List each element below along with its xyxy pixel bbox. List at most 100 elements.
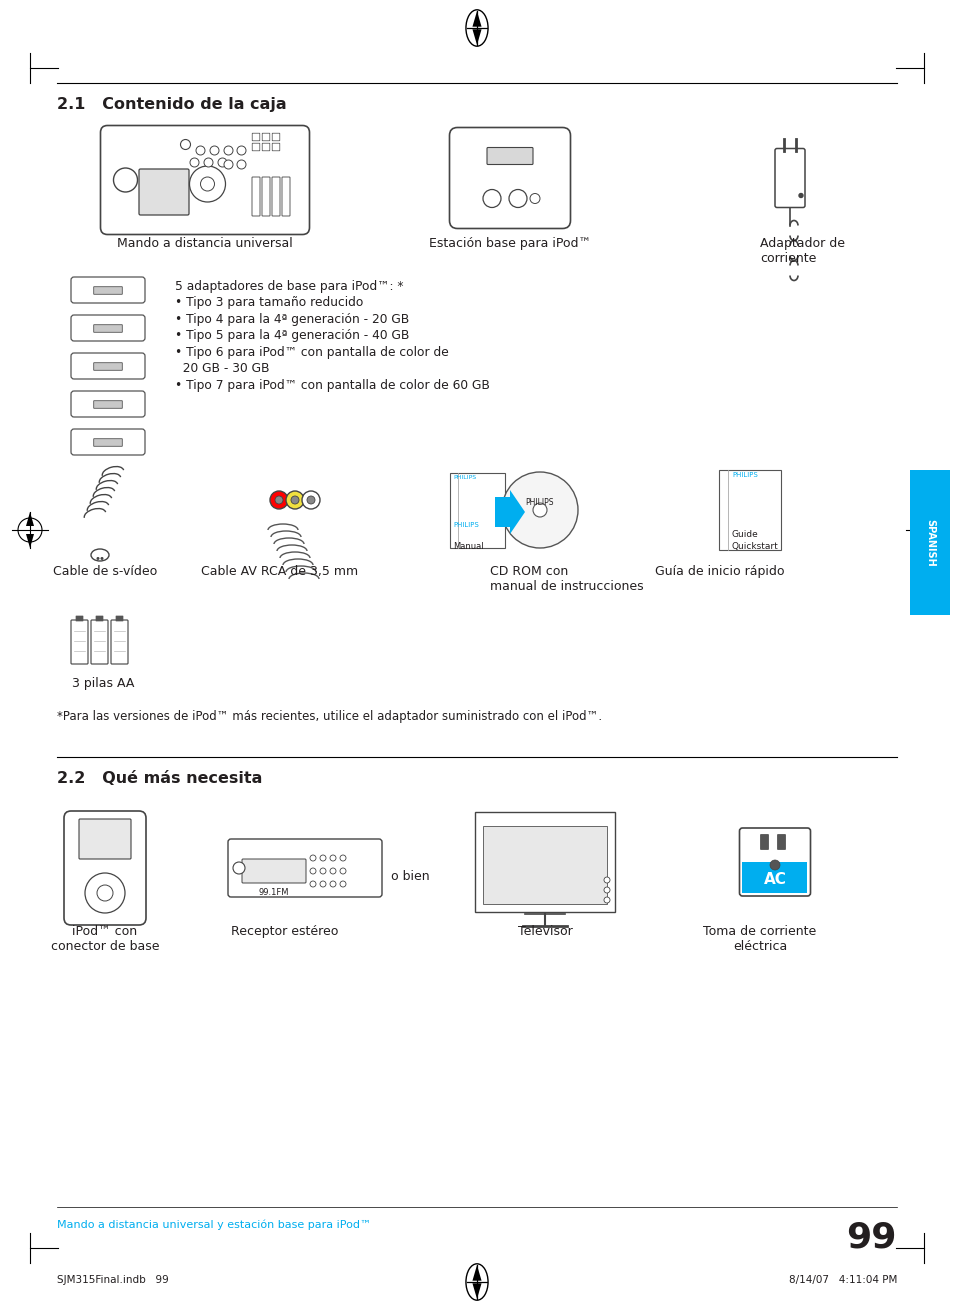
Text: Televisor: Televisor [517, 925, 572, 938]
FancyBboxPatch shape [116, 616, 123, 622]
FancyBboxPatch shape [111, 620, 128, 664]
FancyBboxPatch shape [262, 177, 270, 215]
Circle shape [319, 880, 326, 887]
Circle shape [236, 160, 246, 170]
Text: Receptor estéreo: Receptor estéreo [231, 925, 338, 938]
FancyBboxPatch shape [242, 859, 306, 883]
Text: Guide: Guide [731, 530, 758, 539]
Circle shape [236, 146, 246, 155]
Polygon shape [472, 29, 481, 45]
Text: Mando a distancia universal: Mando a distancia universal [117, 237, 293, 250]
FancyBboxPatch shape [739, 828, 810, 896]
Text: Toma de corriente
eléctrica: Toma de corriente eléctrica [702, 925, 816, 953]
FancyBboxPatch shape [76, 616, 83, 622]
FancyBboxPatch shape [272, 143, 279, 151]
Circle shape [270, 491, 288, 509]
Text: o bien: o bien [391, 870, 429, 883]
Circle shape [302, 491, 319, 509]
FancyBboxPatch shape [486, 147, 533, 164]
Text: SPANISH: SPANISH [924, 519, 934, 566]
FancyBboxPatch shape [91, 620, 108, 664]
Text: AC: AC [762, 872, 785, 887]
Text: PHILIPS: PHILIPS [731, 472, 757, 478]
Ellipse shape [91, 549, 109, 561]
Circle shape [97, 886, 112, 901]
FancyBboxPatch shape [79, 819, 131, 859]
Circle shape [195, 146, 205, 155]
Polygon shape [495, 490, 524, 533]
FancyBboxPatch shape [262, 133, 270, 141]
Circle shape [190, 166, 225, 202]
Text: 5 adaptadores de base para iPod™: *: 5 adaptadores de base para iPod™: * [174, 280, 403, 293]
Text: Quickstart: Quickstart [731, 541, 778, 551]
Text: Mando a distancia universal y estación base para iPod™: Mando a distancia universal y estación b… [57, 1219, 371, 1230]
FancyBboxPatch shape [71, 620, 88, 664]
Circle shape [330, 869, 335, 874]
Polygon shape [919, 533, 927, 548]
Text: • Tipo 5 para la 4ª generación - 40 GB: • Tipo 5 para la 4ª generación - 40 GB [174, 330, 409, 343]
Circle shape [204, 158, 213, 167]
Circle shape [603, 876, 609, 883]
FancyBboxPatch shape [719, 470, 781, 551]
Text: Manual: Manual [453, 543, 483, 552]
FancyBboxPatch shape [482, 827, 606, 904]
Circle shape [319, 855, 326, 861]
Text: CD ROM con
manual de instrucciones: CD ROM con manual de instrucciones [490, 565, 643, 593]
Text: 20 GB - 30 GB: 20 GB - 30 GB [174, 363, 269, 376]
FancyBboxPatch shape [93, 439, 122, 447]
FancyBboxPatch shape [909, 470, 949, 615]
FancyBboxPatch shape [449, 127, 570, 229]
FancyBboxPatch shape [93, 286, 122, 294]
Text: iPod™ con
conector de base: iPod™ con conector de base [51, 925, 159, 953]
Circle shape [291, 495, 298, 505]
Text: SJM315Final.indb   99: SJM315Final.indb 99 [57, 1275, 169, 1285]
Circle shape [190, 158, 199, 167]
Circle shape [339, 855, 346, 861]
FancyBboxPatch shape [475, 812, 615, 912]
FancyBboxPatch shape [96, 616, 103, 622]
FancyBboxPatch shape [71, 353, 145, 378]
Circle shape [319, 869, 326, 874]
Polygon shape [26, 533, 34, 548]
Text: • Tipo 3 para tamaño reducido: • Tipo 3 para tamaño reducido [174, 297, 363, 310]
Circle shape [307, 495, 314, 505]
Text: 2.1   Contenido de la caja: 2.1 Contenido de la caja [57, 97, 286, 112]
Text: Guía de inicio rápido: Guía de inicio rápido [655, 565, 784, 578]
Polygon shape [472, 1284, 481, 1300]
Circle shape [509, 189, 526, 208]
FancyBboxPatch shape [71, 277, 145, 304]
Text: PHILIPS: PHILIPS [453, 476, 476, 481]
FancyBboxPatch shape [93, 325, 122, 332]
FancyBboxPatch shape [93, 363, 122, 371]
Text: Cable de s-vídeo: Cable de s-vídeo [52, 565, 157, 578]
Text: 2.2   Qué más necesita: 2.2 Qué más necesita [57, 771, 262, 786]
Circle shape [233, 862, 245, 874]
FancyBboxPatch shape [71, 315, 145, 342]
Circle shape [501, 472, 578, 548]
FancyBboxPatch shape [139, 170, 189, 215]
FancyBboxPatch shape [71, 392, 145, 417]
Text: PHILIPS: PHILIPS [525, 498, 554, 507]
Circle shape [224, 146, 233, 155]
Text: *Para las versiones de iPod™ más recientes, utilice el adaptador suministrado co: *Para las versiones de iPod™ más recient… [57, 710, 601, 723]
Circle shape [85, 872, 125, 913]
Text: Adaptador de
corriente: Adaptador de corriente [760, 237, 844, 265]
Circle shape [224, 160, 233, 170]
FancyBboxPatch shape [760, 834, 768, 849]
Polygon shape [472, 11, 481, 26]
Polygon shape [472, 1265, 481, 1281]
Text: 3 pilas AA: 3 pilas AA [71, 677, 134, 690]
FancyBboxPatch shape [252, 143, 259, 151]
FancyBboxPatch shape [450, 473, 504, 548]
Text: • Tipo 6 para iPod™ con pantalla de color de: • Tipo 6 para iPod™ con pantalla de colo… [174, 346, 448, 359]
Circle shape [100, 557, 103, 560]
FancyBboxPatch shape [774, 148, 804, 208]
FancyBboxPatch shape [272, 177, 280, 215]
Circle shape [603, 887, 609, 894]
FancyBboxPatch shape [71, 428, 145, 455]
Text: 99: 99 [845, 1219, 896, 1254]
Polygon shape [26, 512, 34, 526]
Circle shape [218, 158, 227, 167]
FancyBboxPatch shape [272, 133, 279, 141]
Circle shape [180, 139, 191, 150]
